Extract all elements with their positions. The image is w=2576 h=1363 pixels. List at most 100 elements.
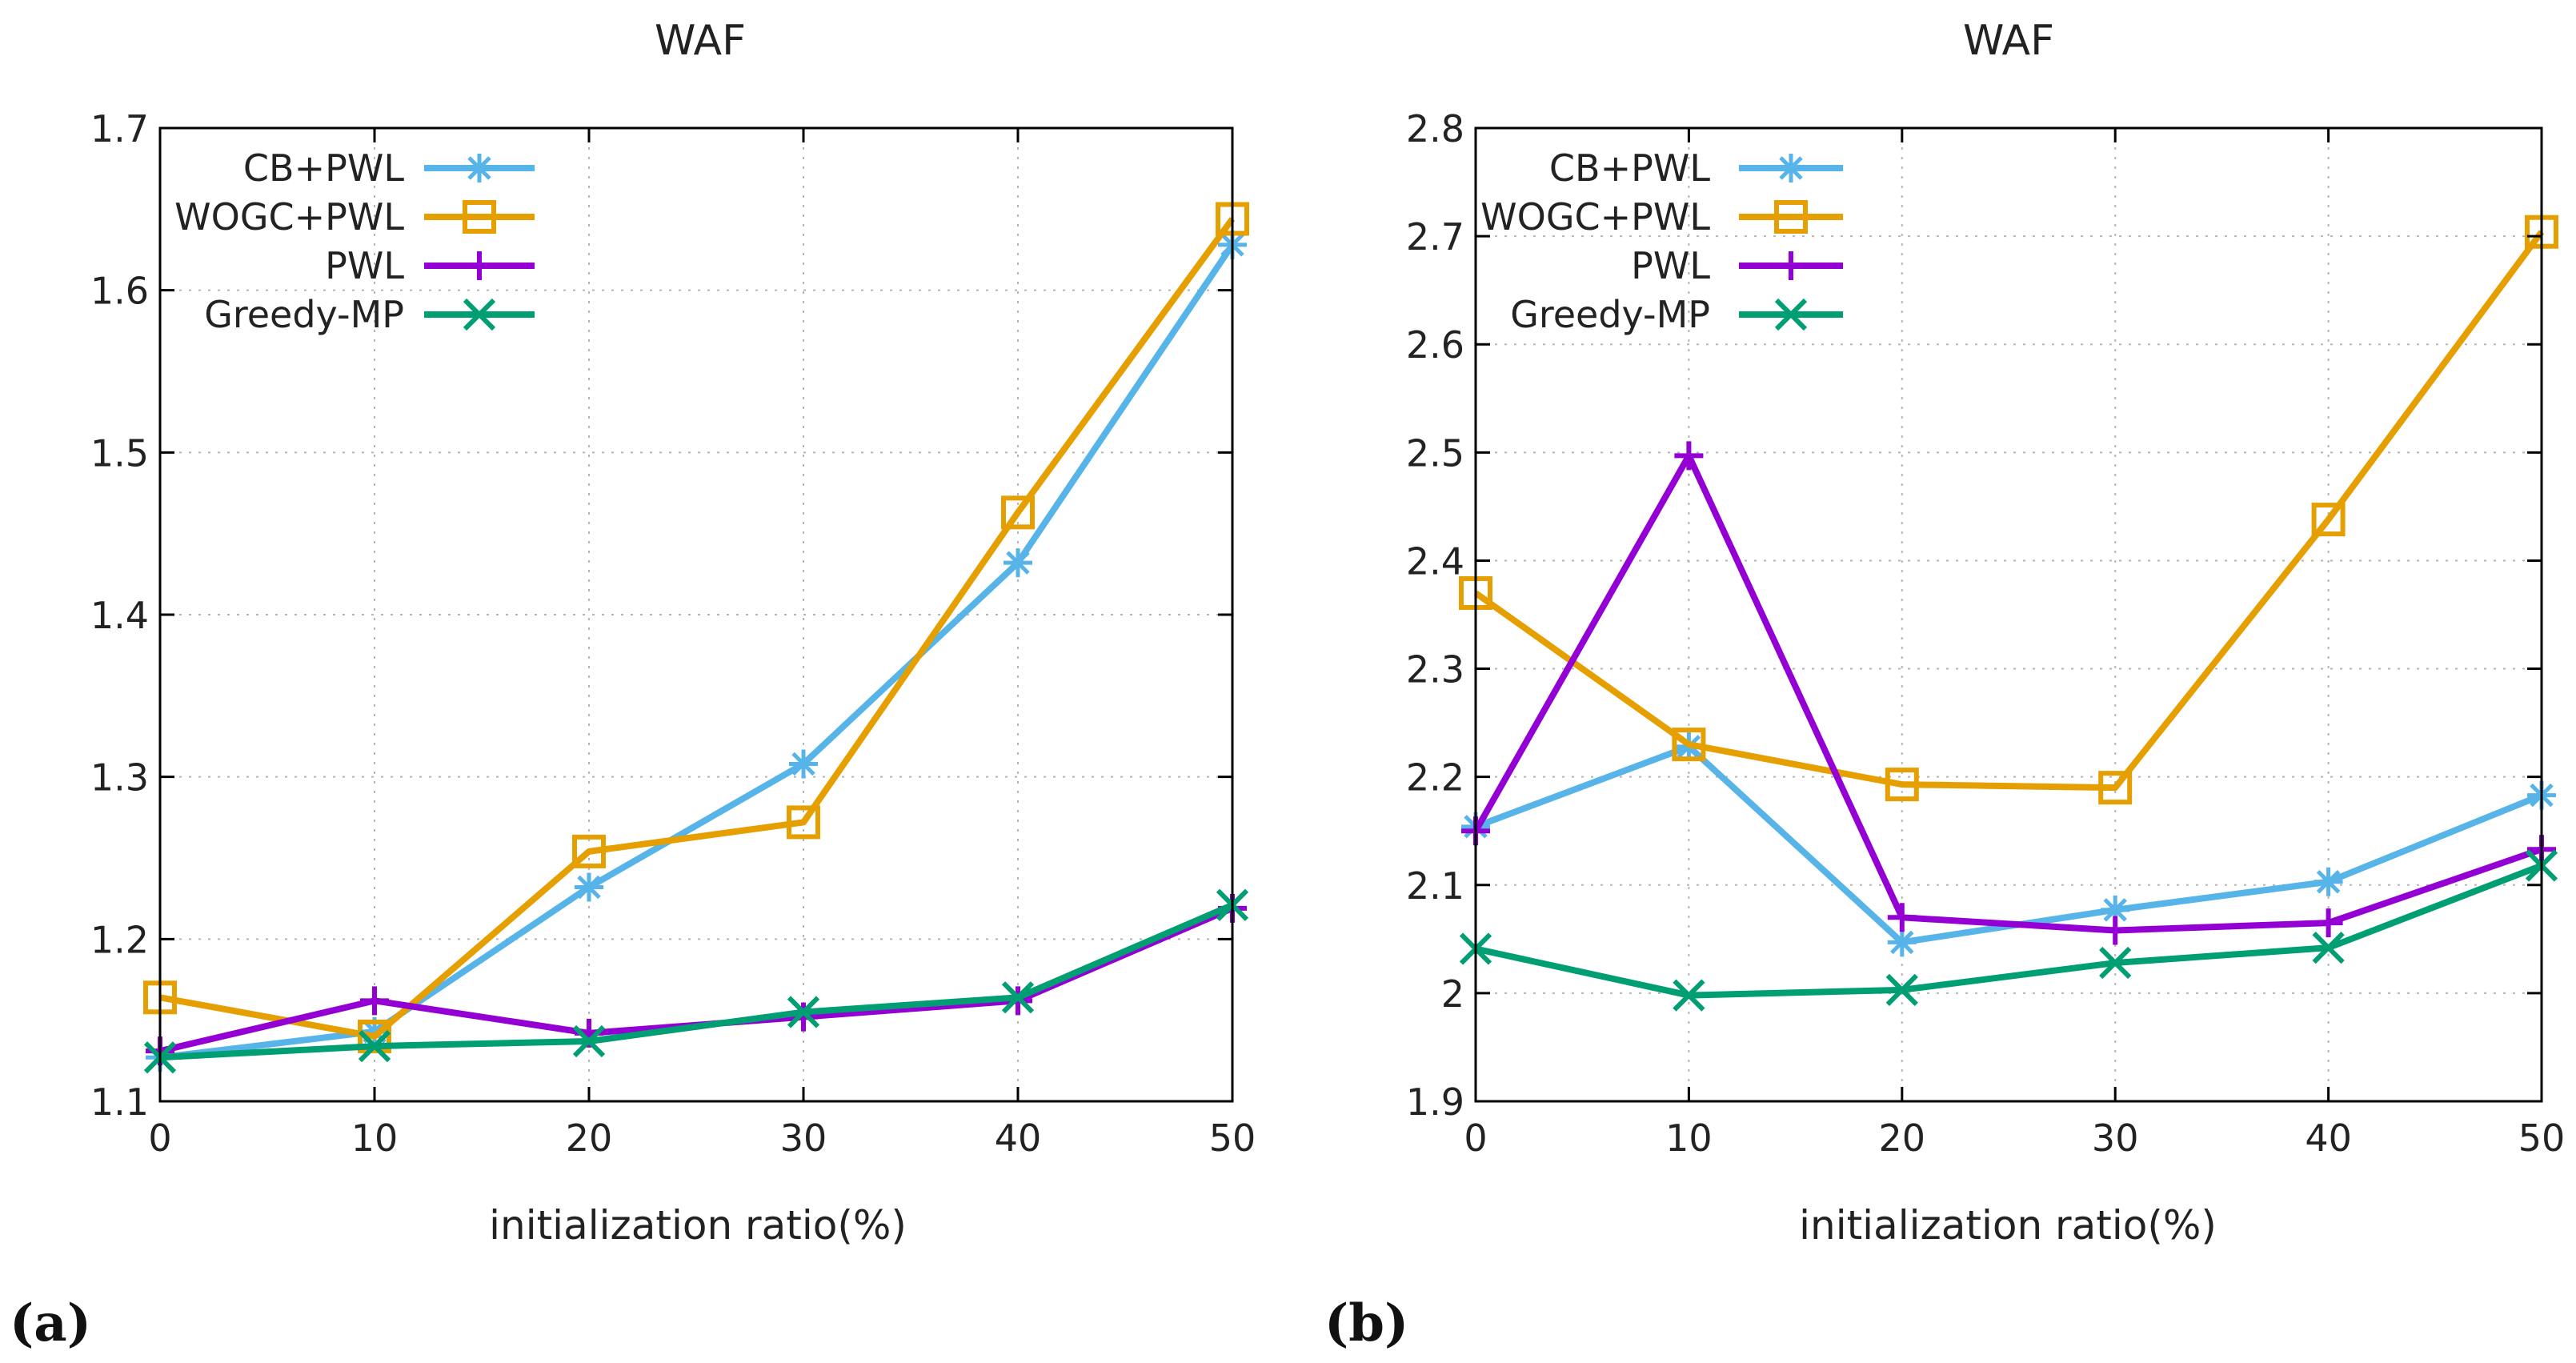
data-point: [2099, 946, 2132, 980]
data-point: [1001, 981, 1035, 1014]
series-wogc-pwl: [143, 202, 1249, 1053]
legend-marker: [463, 200, 496, 234]
x-tick-label: 50: [2518, 1116, 2566, 1160]
data-point: [789, 1002, 818, 1032]
series-line: [159, 217, 1236, 1040]
x-tick-label: 30: [780, 1116, 827, 1160]
series-line: [1475, 862, 2543, 999]
x-axis-label: initialization ratio(%): [1799, 1202, 2217, 1249]
y-tick-label: 2.2: [1406, 756, 1464, 800]
series-line: [1472, 452, 2543, 934]
legend-item: CB+PWL: [243, 146, 535, 190]
chart-panel-a: WAF 1.1 1.2 1.3 1.4 1.5 1.6 1.7 0 10 20 30 40 50 CB+…: [10, 17, 1256, 1353]
axis-ticks: 1.9 2 2.1 2.2 2.3 2.4 2.5 2.6 2.7 2.8 0 10 20 30 40 50: [1406, 107, 2565, 1160]
x-tick-label: 0: [1464, 1116, 1487, 1160]
data-point: [2314, 908, 2343, 938]
data-point: [358, 1029, 391, 1063]
series-line: [1473, 230, 2545, 792]
data-point: [2101, 916, 2130, 945]
y-tick-label: 1.2: [90, 918, 149, 961]
axis-ticks: 1.1 1.2 1.3 1.4 1.5 1.6 1.7 0 10 20 30 40 50: [90, 107, 1256, 1160]
legend-label: PWL: [325, 244, 404, 287]
legend-item: WOGC+PWL: [1480, 195, 1843, 239]
y-tick-label: 1.5: [90, 431, 149, 475]
data-point: [1885, 768, 1919, 802]
y-tick-label: 2.5: [1406, 431, 1464, 475]
x-tick-label: 50: [1209, 1116, 1256, 1160]
y-tick-label: 1.1: [90, 1080, 149, 1124]
panel-label: (b): [1324, 1293, 1408, 1353]
legend: CB+PWL WOGC+PWL PWL Greedy-MP: [1480, 146, 1843, 336]
data-point: [1885, 973, 1918, 1006]
legend-item: Greedy-MP: [1510, 293, 1843, 336]
series-layer: [1459, 214, 2558, 1012]
chart-title: WAF: [1963, 17, 2054, 65]
series-layer: [143, 202, 1249, 1074]
grid: [160, 128, 1232, 1101]
legend-marker: [1774, 200, 1808, 234]
legend-label: WOGC+PWL: [174, 195, 404, 239]
y-tick-label: 2.3: [1406, 648, 1464, 692]
series-line: [159, 243, 1236, 1061]
legend: CB+PWL WOGC+PWL PWL Greedy-MP: [174, 146, 535, 336]
data-point: [787, 996, 820, 1028]
y-tick-label: 2.6: [1406, 323, 1464, 367]
legend-label: Greedy-MP: [204, 293, 404, 336]
legend-marker: [1774, 298, 1808, 331]
x-tick-label: 0: [148, 1116, 171, 1160]
y-tick-label: 1.6: [90, 270, 149, 313]
plot-frame: [1474, 126, 2543, 1103]
legend-marker: [1777, 251, 1805, 280]
data-point: [2312, 932, 2345, 964]
data-point: [360, 986, 389, 1016]
legend-item: PWL: [325, 244, 535, 287]
data-point: [1004, 548, 1032, 578]
x-tick-label: 10: [351, 1116, 399, 1160]
y-tick-label: 2.4: [1406, 539, 1464, 583]
legend-item: PWL: [1631, 244, 1843, 287]
legend-label: CB+PWL: [243, 146, 404, 190]
y-tick-label: 1.4: [90, 594, 149, 637]
y-tick-label: 1.3: [90, 756, 149, 800]
x-tick-label: 40: [2305, 1116, 2352, 1160]
legend-marker: [463, 298, 496, 331]
x-tick-label: 30: [2092, 1116, 2139, 1160]
data-point: [575, 872, 603, 902]
x-axis-label: initialization ratio(%): [489, 1202, 907, 1249]
data-point: [1672, 728, 1706, 762]
legend-marker: [465, 251, 494, 280]
panel-label: (a): [10, 1293, 91, 1353]
data-point: [358, 1019, 391, 1053]
data-point: [1673, 979, 1705, 1012]
legend-label: WOGC+PWL: [1480, 195, 1710, 239]
x-tick-label: 40: [995, 1116, 1042, 1160]
legend-marker: [465, 154, 494, 182]
data-point: [572, 834, 606, 868]
data-point: [2101, 895, 2130, 924]
legend-label: Greedy-MP: [1510, 293, 1710, 336]
y-tick-label: 2.8: [1406, 107, 1464, 150]
data-point: [789, 749, 818, 779]
x-tick-label: 20: [1879, 1116, 1926, 1160]
data-point: [1887, 903, 1917, 932]
y-tick-label: 2: [1441, 972, 1464, 1016]
data-point: [2311, 503, 2346, 537]
legend-marker: [1777, 154, 1805, 182]
data-point: [1674, 441, 1704, 471]
data-point: [2314, 867, 2343, 896]
chart-title: WAF: [655, 17, 746, 65]
x-tick-label: 10: [1665, 1116, 1713, 1160]
legend-label: CB+PWL: [1549, 146, 1710, 190]
y-tick-label: 2.7: [1406, 215, 1464, 259]
data-point: [1887, 928, 1917, 957]
y-tick-label: 1.7: [90, 107, 149, 150]
series-line: [159, 902, 1234, 1061]
x-tick-label: 20: [566, 1116, 613, 1160]
data-point: [787, 805, 820, 840]
y-tick-label: 2.1: [1406, 864, 1464, 908]
data-point: [572, 1024, 606, 1058]
series-cb-pwl: [146, 230, 1247, 1072]
legend-label: PWL: [1631, 244, 1710, 287]
